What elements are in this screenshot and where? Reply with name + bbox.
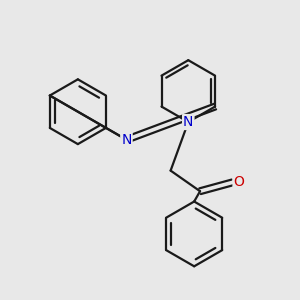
Text: N: N	[121, 133, 132, 147]
Text: O: O	[233, 176, 244, 189]
Text: N: N	[183, 115, 194, 129]
